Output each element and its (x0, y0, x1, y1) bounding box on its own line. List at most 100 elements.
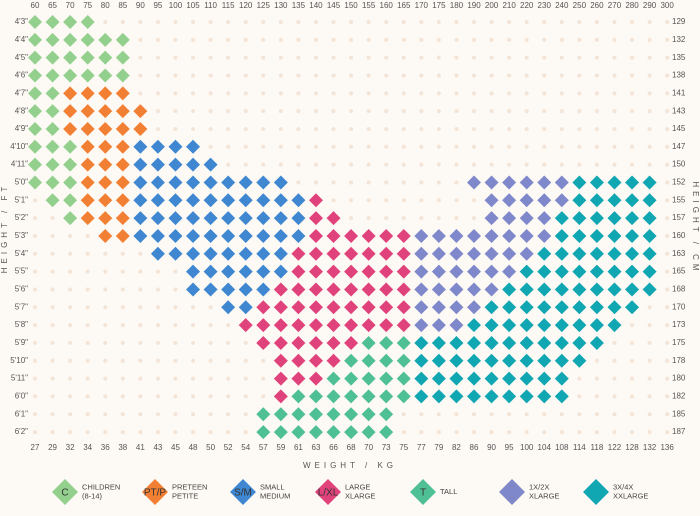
grid-dot (665, 216, 670, 221)
grid-dot (50, 412, 55, 417)
grid-dot (331, 126, 336, 131)
grid-dot (647, 126, 652, 131)
grid-dot (454, 144, 459, 149)
grid-dot (278, 126, 283, 131)
size-cell (484, 335, 499, 350)
size-cell (186, 193, 201, 208)
top-tick-label: 115 (222, 1, 235, 10)
cm-label: 132 (672, 35, 686, 44)
size-cell (379, 371, 394, 386)
legend-symbol: C (61, 488, 68, 499)
grid-dot (278, 109, 283, 114)
size-cell (186, 246, 201, 261)
grid-dot (243, 412, 248, 417)
size-cell (326, 407, 341, 422)
top-tick-label: 210 (502, 1, 516, 10)
grid-dot (647, 358, 652, 363)
grid-dot (85, 323, 90, 328)
grid-dot (419, 73, 424, 78)
grid-dot (331, 109, 336, 114)
size-cell (642, 264, 657, 279)
legend-label: PETITE (172, 491, 198, 500)
grid-dot (243, 162, 248, 167)
grid-dot (454, 162, 459, 167)
grid-dot (208, 340, 213, 345)
size-cell (379, 389, 394, 404)
size-cell (414, 282, 429, 297)
size-cell (80, 32, 95, 47)
grid-dot (665, 180, 670, 185)
grid-dot (208, 20, 213, 24)
size-cell (344, 264, 359, 279)
top-tick-label: 105 (186, 1, 200, 10)
size-cell (449, 353, 464, 368)
grid-dot (489, 91, 494, 96)
size-cell (449, 318, 464, 333)
size-cell (519, 300, 534, 315)
grid-dot (507, 55, 512, 60)
size-cell (273, 353, 288, 368)
size-cell (379, 300, 394, 315)
grid-dot (243, 144, 248, 149)
grid-dot (524, 126, 529, 131)
grid-dot (542, 430, 547, 435)
grid-dot (85, 305, 90, 310)
bottom-tick-label: 90 (487, 443, 496, 452)
grid-dot (243, 55, 248, 60)
size-cell (133, 121, 148, 136)
size-cell (449, 246, 464, 261)
grid-dot (542, 126, 547, 131)
size-cell (484, 353, 499, 368)
grid-dot (612, 144, 617, 149)
size-cell (431, 335, 446, 350)
bottom-tick-label: 128 (625, 443, 639, 452)
grid-dot (50, 269, 55, 274)
grid-dot (155, 376, 160, 381)
cm-label: 163 (672, 249, 686, 258)
size-cell (396, 353, 411, 368)
size-cell (537, 353, 552, 368)
size-cell (28, 50, 42, 65)
grid-dot (349, 73, 354, 78)
size-cell (326, 371, 341, 386)
grid-dot (401, 20, 406, 24)
grid-dot (647, 162, 652, 167)
size-cell (45, 86, 60, 101)
grid-dot (33, 251, 37, 256)
size-cell (256, 246, 271, 261)
grid-dot (33, 216, 37, 221)
cm-label: 147 (672, 142, 686, 151)
grid-dot (489, 144, 494, 149)
grid-dot (261, 55, 266, 60)
grid-dot (419, 180, 424, 185)
grid-dot (191, 323, 196, 328)
size-cell (63, 104, 78, 119)
grid-dot (331, 55, 336, 60)
grid-dot (507, 144, 512, 149)
grid-dot (665, 162, 670, 167)
grid-dot (594, 376, 599, 381)
size-cell (572, 264, 587, 279)
grid-dot (349, 162, 354, 167)
grid-dot (542, 109, 547, 114)
size-cell (273, 335, 288, 350)
grid-dot (313, 37, 318, 42)
size-cell (519, 371, 534, 386)
grid-dot (68, 430, 73, 435)
bottom-tick-label: 104 (538, 443, 552, 452)
legend-swatch (315, 479, 341, 505)
grid-dot (138, 394, 143, 399)
size-cell (256, 264, 271, 279)
size-cell (238, 264, 253, 279)
size-cell (308, 318, 323, 333)
size-cell (554, 193, 569, 208)
grid-dot (103, 358, 108, 363)
grid-dot (366, 180, 371, 185)
grid-dot (489, 430, 494, 435)
grid-dot (33, 287, 37, 292)
grid-dot (296, 126, 301, 131)
grid-dot (103, 251, 108, 256)
size-cell (431, 228, 446, 243)
size-cell (221, 246, 236, 261)
grid-dot (454, 430, 459, 435)
